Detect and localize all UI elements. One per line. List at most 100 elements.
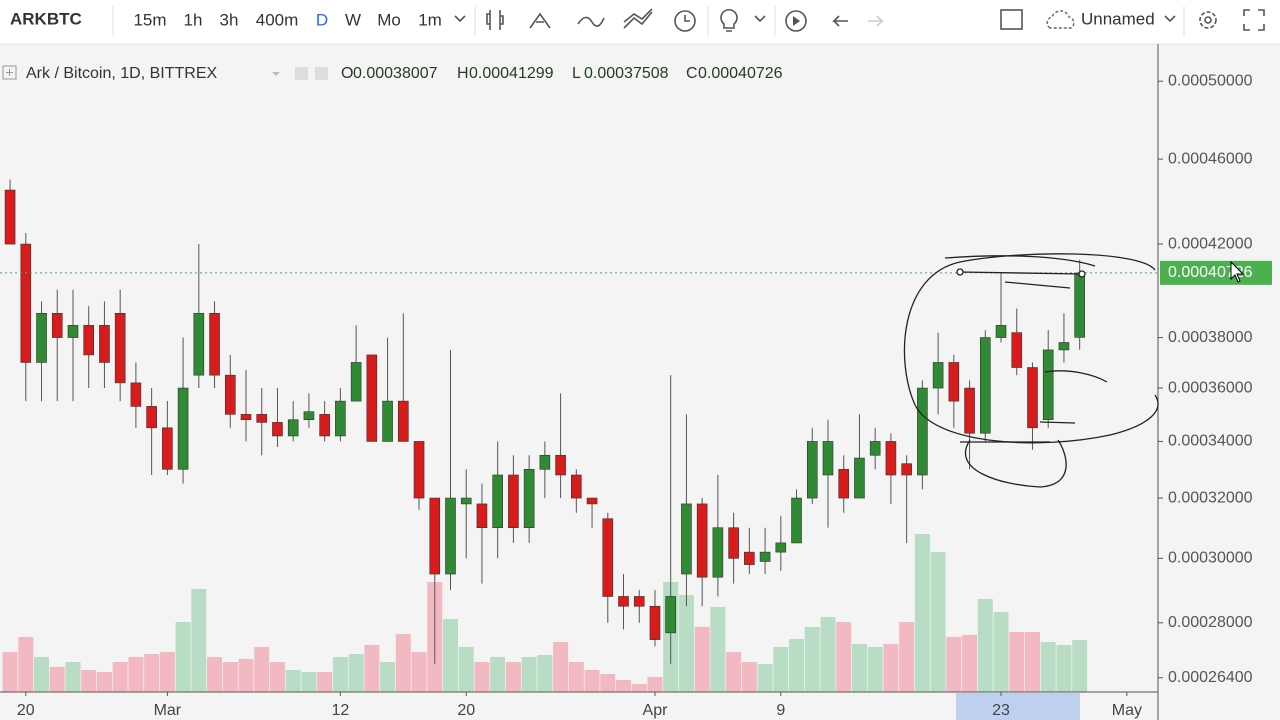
dropdown-icon[interactable] bbox=[754, 15, 766, 23]
interval-button[interactable]: 400m bbox=[256, 10, 299, 29]
volume-bar bbox=[914, 534, 930, 692]
candle-body bbox=[854, 457, 865, 499]
ohlc-label: C bbox=[686, 65, 698, 82]
volume-bar bbox=[820, 617, 836, 692]
y-tick-label: 0.00028000 bbox=[1168, 614, 1253, 631]
volume-bar bbox=[380, 662, 396, 692]
ohlc-label: H bbox=[457, 65, 469, 82]
volume-bar bbox=[395, 634, 411, 692]
volume-bar bbox=[128, 657, 144, 692]
alert-hand bbox=[684, 15, 690, 22]
candle-body bbox=[4, 189, 16, 245]
volume-bar bbox=[96, 672, 112, 692]
volume-bar bbox=[18, 637, 34, 692]
volume-bar bbox=[81, 670, 97, 692]
candle-body bbox=[83, 325, 95, 356]
y-tick-label: 0.00036000 bbox=[1168, 379, 1253, 396]
volume-bar bbox=[804, 627, 820, 692]
templates-icon[interactable] bbox=[623, 8, 653, 29]
dropdown-icon[interactable] bbox=[1164, 15, 1176, 23]
volume-bar bbox=[1009, 632, 1025, 692]
volume-bar bbox=[49, 667, 65, 692]
x-tick-label: 12 bbox=[331, 702, 349, 719]
interval-button[interactable]: 15m bbox=[133, 10, 166, 29]
volume-bar bbox=[65, 662, 81, 692]
candle-body bbox=[1058, 342, 1070, 351]
y-tick-label: 0.00034000 bbox=[1168, 433, 1253, 450]
candle-body bbox=[806, 441, 818, 499]
indicator-icon[interactable] bbox=[577, 16, 605, 27]
volume-bar bbox=[851, 644, 867, 692]
interval-button[interactable]: Mo bbox=[377, 10, 401, 29]
candle-body bbox=[177, 387, 189, 470]
replay-icon[interactable] bbox=[785, 10, 807, 32]
expand-icon[interactable] bbox=[1243, 9, 1265, 31]
volume-bar bbox=[946, 637, 962, 692]
candle-body bbox=[193, 312, 205, 376]
cursor bbox=[1230, 260, 1245, 283]
undo-icon[interactable] bbox=[832, 15, 848, 27]
compare-icon[interactable] bbox=[529, 12, 551, 29]
x-tick-label: Mar bbox=[154, 702, 182, 719]
candle-body bbox=[20, 243, 32, 363]
volume-bar bbox=[568, 662, 584, 692]
dropdown-icon[interactable] bbox=[454, 15, 466, 23]
interval-button[interactable]: 3h bbox=[220, 10, 239, 29]
last-price-box bbox=[1160, 260, 1272, 285]
y-tick-label: 0.00046000 bbox=[1168, 150, 1253, 167]
candle-body bbox=[728, 527, 739, 559]
volume-bar bbox=[757, 664, 773, 692]
settings-small-icon[interactable] bbox=[315, 67, 328, 80]
candle-body bbox=[822, 441, 834, 476]
volume-bar bbox=[1040, 642, 1056, 692]
volume-bar bbox=[977, 599, 993, 692]
dropdown-icon[interactable] bbox=[272, 72, 280, 76]
collapse-icon[interactable] bbox=[2, 65, 17, 80]
cloud-icon[interactable] bbox=[1046, 10, 1075, 29]
fullscreen-icon[interactable] bbox=[1000, 9, 1023, 30]
candle-body bbox=[51, 312, 63, 338]
candle-body bbox=[460, 497, 472, 505]
candle-body bbox=[287, 419, 299, 437]
interval-button[interactable]: D bbox=[316, 10, 328, 29]
candle-body bbox=[1011, 332, 1023, 368]
interval-button[interactable]: 1h bbox=[184, 10, 203, 29]
alert-icon[interactable] bbox=[674, 10, 696, 32]
x-axis-selection bbox=[956, 693, 1080, 720]
candle-body bbox=[555, 454, 566, 476]
candles-icon[interactable] bbox=[486, 10, 504, 30]
candle-body bbox=[571, 474, 582, 499]
ideas-icon[interactable] bbox=[720, 9, 738, 32]
layout-name[interactable]: Unnamed bbox=[1081, 9, 1155, 28]
candle-body bbox=[618, 596, 629, 607]
volume-bar bbox=[899, 622, 915, 692]
volume-bar bbox=[836, 622, 852, 692]
candle-body bbox=[979, 337, 991, 434]
candle-body bbox=[885, 441, 897, 476]
volume-bar bbox=[144, 654, 160, 692]
x-tick-label: 20 bbox=[17, 702, 35, 719]
y-tick-label: 0.00030000 bbox=[1168, 550, 1253, 567]
x-tick-label: 9 bbox=[776, 702, 785, 719]
candle-body bbox=[130, 382, 142, 407]
eye-icon[interactable] bbox=[295, 67, 308, 80]
interval-button[interactable]: 1m bbox=[418, 10, 442, 29]
candle-body bbox=[696, 503, 708, 578]
interval-button[interactable]: W bbox=[345, 10, 361, 29]
volume-bar bbox=[616, 680, 632, 692]
redo-icon[interactable] bbox=[868, 15, 884, 27]
candle-body bbox=[36, 312, 47, 363]
volume-bar bbox=[364, 645, 380, 692]
x-tick-label: 23 bbox=[992, 702, 1010, 719]
candle-body bbox=[523, 469, 535, 529]
volume-bar bbox=[458, 647, 474, 692]
volume-bar bbox=[222, 662, 238, 692]
candle-body bbox=[1027, 367, 1038, 429]
volume-bar bbox=[238, 659, 254, 692]
volume-bar bbox=[726, 652, 742, 692]
candle-body bbox=[948, 362, 960, 402]
settings-icon[interactable] bbox=[1199, 11, 1217, 29]
volume-bar bbox=[584, 670, 600, 692]
symbol[interactable]: ARKBTC bbox=[10, 9, 82, 28]
candle-body bbox=[335, 400, 346, 437]
